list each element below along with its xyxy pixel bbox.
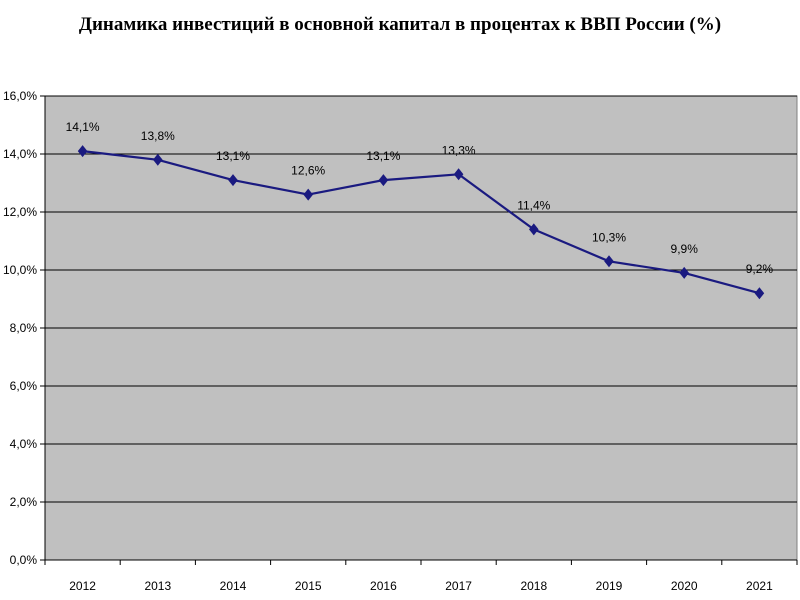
x-tick-label: 2014 [220,579,247,593]
tick-labels: 0,0% 2,0% 4,0% 6,0% 8,0% 10,0% 12,0% 14,0% 16,0%… [3,89,773,593]
data-point [679,266,689,279]
data-point [228,174,238,187]
data-label: 13,3% [442,143,476,157]
x-tick-label: 2018 [520,579,547,593]
data-point [604,255,614,268]
x-tick-label: 2019 [596,579,623,593]
data-label: 12,6% [291,164,325,178]
gridlines [45,95,797,503]
chart-title: Динамика инвестиций в основной капитал в… [78,14,722,35]
series-line [82,150,760,295]
data-labels: 14,1% 13,8% 13,1% 12,6% 13,1% 13,3% 11,4% 10,3%… [66,120,774,276]
data-point [77,145,88,158]
data-point [529,223,539,236]
axes [40,95,798,565]
data-point [754,287,765,300]
series [77,145,765,300]
y-tick-label: 8,0% [10,321,38,335]
data-label: 10,3% [592,230,626,244]
data-point [453,168,464,181]
y-tick-label: 10,0% [3,263,37,277]
data-label: 9,9% [671,242,699,256]
data-point [153,153,163,166]
x-tick-label: 2013 [144,579,171,593]
data-label: 11,4% [517,198,550,212]
data-label: 14,1% [66,120,100,134]
y-tick-label: 4,0% [10,437,38,451]
data-point [303,188,313,201]
y-tick-label: 16,0% [3,89,37,103]
data-label: 13,1% [366,149,400,163]
y-tick-label: 6,0% [10,379,38,393]
x-tick-label: 2020 [671,579,698,593]
data-label: 9,2% [746,262,774,276]
x-tick-label: 2015 [295,579,322,593]
data-point [378,174,389,187]
y-tick-label: 12,0% [3,205,37,219]
y-tick-label: 14,0% [3,147,37,161]
data-label: 13,8% [141,129,175,143]
x-tick-label: 2016 [370,579,397,593]
y-tick-label: 0,0% [10,553,38,567]
x-tick-label: 2017 [445,579,472,593]
x-tick-label: 2021 [746,579,773,593]
data-label: 13,1% [216,149,250,163]
y-tick-label: 2,0% [10,495,38,509]
x-tick-label: 2012 [69,579,96,593]
